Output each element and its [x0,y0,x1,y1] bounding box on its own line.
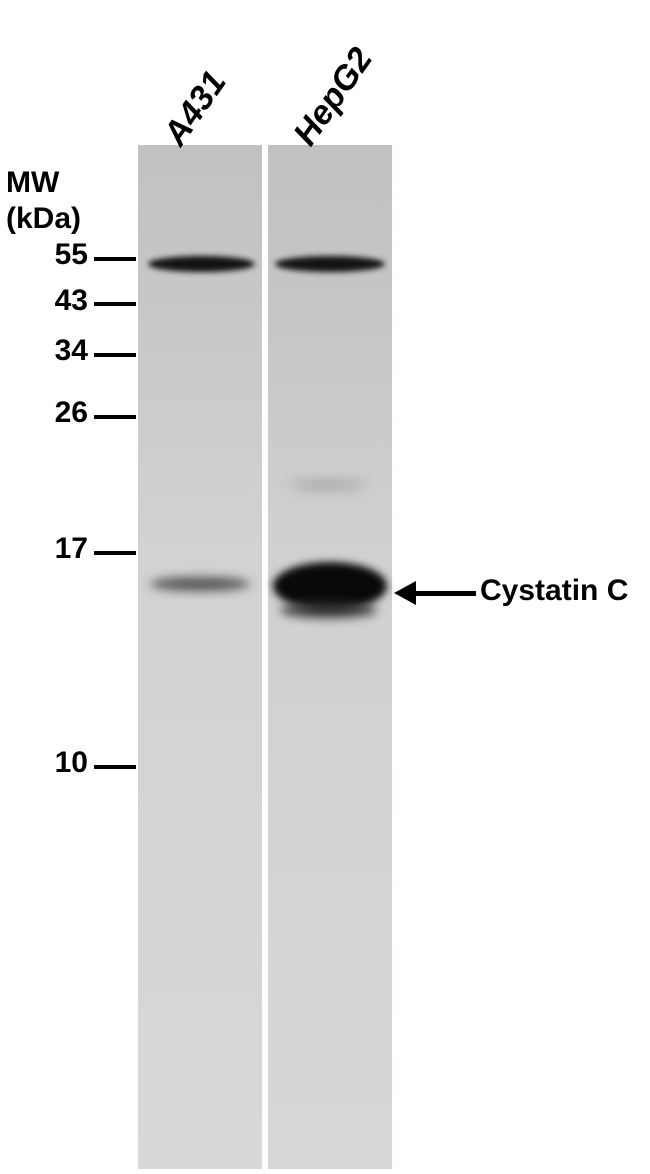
annotation-arrow-line [414,591,476,596]
blot-band [148,256,255,272]
lane-label-HepG2: HepG2 [286,41,381,153]
lane-HepG2 [268,145,392,1169]
lane-A431 [138,145,262,1169]
blot-band [275,256,384,272]
mw-tick-line [94,415,136,419]
mw-header-line1: MW [6,166,59,200]
mw-tick-label-34: 34 [55,334,88,368]
mw-tick-line [94,257,136,261]
mw-header-line2: (kDa) [6,202,81,236]
western-blot-figure: MW (kDa) A431 HepG2 55 43 34 26 17 10 Cystatin… [0,0,650,1174]
mw-tick-line [94,353,136,357]
annotation-label: Cystatin C [480,574,628,608]
mw-tick-line [94,765,136,769]
mw-tick-label-43: 43 [55,284,88,318]
mw-tick-label-17: 17 [55,532,88,566]
lane-label-A431: A431 [156,64,235,153]
lane-background [268,145,392,1169]
mw-tick-label-10: 10 [55,746,88,780]
blot-band [290,480,364,490]
mw-tick-label-26: 26 [55,396,88,430]
blot-band [150,577,249,591]
mw-tick-line [94,302,136,306]
blot-band [280,602,377,618]
mw-tick-label-55: 55 [55,238,88,272]
annotation-arrow-head [394,581,416,605]
mw-tick-line [94,551,136,555]
lane-background [138,145,262,1169]
